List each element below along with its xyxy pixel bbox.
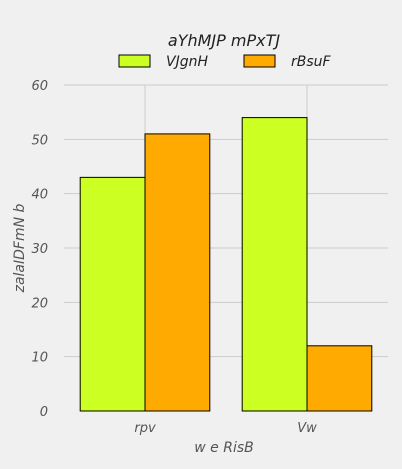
- x-axis-label: w e RisB: [194, 440, 253, 456]
- legend-swatch: [118, 54, 151, 68]
- y-axis-label: zalaIDFmN b: [12, 203, 28, 293]
- bar-VJgnH-Vw: [241, 117, 308, 412]
- y-tick-label: 40: [31, 188, 48, 203]
- legend-swatch: [243, 54, 276, 68]
- bar-VJgnH-rpv: [79, 176, 146, 412]
- legend-label: rBsuF: [291, 54, 332, 70]
- y-tick-label: 20: [31, 296, 48, 311]
- x-tick-label: rpv: [134, 421, 156, 436]
- y-axis-ticks: 0 10 20 30 40 50 60: [31, 79, 48, 420]
- x-tick-label: Vw: [297, 421, 317, 436]
- bar-rBsuF-rpv: [144, 133, 211, 412]
- y-tick-label: 50: [31, 133, 48, 148]
- y-tick-label: 10: [31, 351, 48, 366]
- y-tick-label: 30: [31, 242, 48, 257]
- x-axis-ticks: rpv Vw: [134, 421, 317, 436]
- chart-title: aYhMJP mPxTJ: [168, 31, 280, 50]
- legend: VJgnH rBsuF: [118, 54, 332, 70]
- y-tick-label: 60: [31, 79, 48, 94]
- legend-label: VJgnH: [166, 54, 208, 70]
- bars: [79, 117, 373, 412]
- y-tick-label: 0: [40, 405, 48, 420]
- bar-rBsuF-Vw: [306, 345, 373, 412]
